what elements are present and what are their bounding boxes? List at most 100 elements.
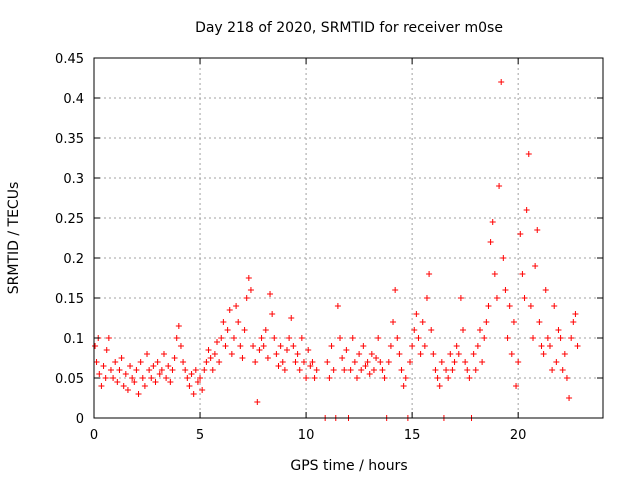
- data-point: [237, 343, 244, 349]
- data-point: [184, 375, 191, 381]
- data-point: [561, 351, 568, 357]
- data-point: [292, 359, 299, 365]
- data-point: [470, 351, 477, 357]
- y-tick-label: 0: [76, 412, 84, 427]
- data-point: [360, 343, 367, 349]
- data-point: [508, 351, 515, 357]
- data-point: [423, 295, 430, 301]
- y-tick-label: 0.25: [55, 212, 84, 227]
- data-point: [116, 367, 123, 373]
- data-point: [402, 375, 409, 381]
- data-point: [387, 343, 394, 349]
- data-point: [199, 387, 206, 393]
- data-point: [574, 343, 581, 349]
- data-point: [546, 343, 553, 349]
- data-point: [351, 359, 358, 365]
- data-point: [347, 367, 354, 373]
- data-point: [214, 339, 221, 345]
- data-point: [487, 239, 494, 245]
- x-tick-label: 0: [90, 428, 98, 443]
- data-point: [551, 303, 558, 309]
- data-point: [568, 335, 575, 341]
- data-point: [262, 327, 269, 333]
- data-point: [330, 367, 337, 373]
- data-point: [523, 207, 530, 213]
- data-point: [519, 271, 526, 277]
- data-point: [417, 351, 424, 357]
- data-point: [491, 271, 498, 277]
- data-point: [158, 367, 165, 373]
- data-point: [466, 375, 473, 381]
- data-point: [328, 343, 335, 349]
- data-point: [489, 219, 496, 225]
- data-point: [230, 335, 237, 341]
- data-point: [144, 351, 151, 357]
- data-point: [498, 79, 505, 85]
- data-point: [269, 311, 276, 317]
- y-tick-label: 0.3: [63, 172, 84, 187]
- data-point: [127, 363, 134, 369]
- data-point: [309, 359, 316, 365]
- data-point: [303, 375, 310, 381]
- data-point: [256, 347, 263, 353]
- data-point: [375, 335, 382, 341]
- data-point: [532, 263, 539, 269]
- data-point: [177, 343, 184, 349]
- data-point: [182, 367, 189, 373]
- data-point: [288, 315, 295, 321]
- data-point: [250, 343, 257, 349]
- data-point: [160, 351, 167, 357]
- data-point: [311, 375, 318, 381]
- y-tick-label: 0.05: [55, 372, 84, 387]
- data-point: [334, 303, 341, 309]
- data-point: [190, 391, 197, 397]
- data-point: [222, 343, 229, 349]
- data-point: [141, 383, 148, 389]
- data-point: [146, 367, 153, 373]
- data-point: [415, 335, 422, 341]
- y-axis-label: SRMTID / TECUs: [6, 182, 22, 295]
- data-point: [226, 307, 233, 313]
- y-tick-label: 0.35: [55, 132, 84, 147]
- data-point: [171, 355, 178, 361]
- data-point: [377, 359, 384, 365]
- data-point: [224, 327, 231, 333]
- data-point: [305, 347, 312, 353]
- data-point: [298, 335, 305, 341]
- data-point: [513, 383, 520, 389]
- data-point: [283, 347, 290, 353]
- data-point: [438, 359, 445, 365]
- data-point: [421, 343, 428, 349]
- data-point: [281, 367, 288, 373]
- data-point: [453, 343, 460, 349]
- data-point: [356, 351, 363, 357]
- data-point: [527, 303, 534, 309]
- data-point: [286, 335, 293, 341]
- data-point: [150, 363, 157, 369]
- data-point: [337, 335, 344, 341]
- data-point: [235, 319, 242, 325]
- data-point: [96, 371, 103, 377]
- data-point: [370, 367, 377, 373]
- data-point: [313, 367, 320, 373]
- data-point: [103, 347, 110, 353]
- data-point: [165, 363, 172, 369]
- data-point: [148, 375, 155, 381]
- data-point: [131, 379, 138, 385]
- data-point: [201, 367, 208, 373]
- data-point: [296, 367, 303, 373]
- data-point: [277, 343, 284, 349]
- plot-frame: [93, 57, 604, 419]
- data-point: [555, 327, 562, 333]
- data-point: [188, 371, 195, 377]
- x-axis-label: GPS time / hours: [290, 458, 407, 474]
- data-point: [203, 359, 210, 365]
- data-point: [409, 343, 416, 349]
- data-point: [122, 371, 129, 377]
- data-point: [124, 387, 131, 393]
- data-point: [373, 355, 380, 361]
- data-point: [493, 295, 500, 301]
- data-point: [211, 351, 218, 357]
- data-point: [152, 379, 159, 385]
